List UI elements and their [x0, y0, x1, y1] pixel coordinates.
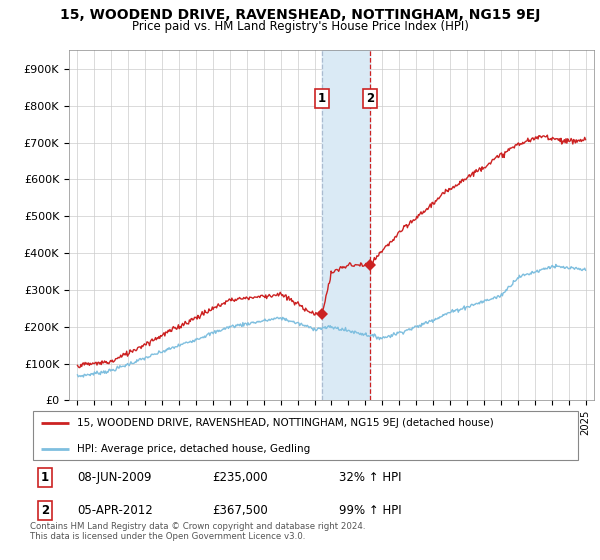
- Text: Contains HM Land Registry data © Crown copyright and database right 2024.: Contains HM Land Registry data © Crown c…: [30, 522, 365, 531]
- Text: 08-JUN-2009: 08-JUN-2009: [77, 471, 151, 484]
- Text: 32% ↑ HPI: 32% ↑ HPI: [339, 471, 401, 484]
- Text: £235,000: £235,000: [212, 471, 268, 484]
- Text: Price paid vs. HM Land Registry's House Price Index (HPI): Price paid vs. HM Land Registry's House …: [131, 20, 469, 32]
- Text: 99% ↑ HPI: 99% ↑ HPI: [339, 504, 402, 517]
- Text: 15, WOODEND DRIVE, RAVENSHEAD, NOTTINGHAM, NG15 9EJ (detached house): 15, WOODEND DRIVE, RAVENSHEAD, NOTTINGHA…: [77, 418, 494, 428]
- Text: This data is licensed under the Open Government Licence v3.0.: This data is licensed under the Open Gov…: [30, 532, 305, 541]
- Bar: [322, 50, 370, 400]
- Text: 05-APR-2012: 05-APR-2012: [77, 504, 152, 517]
- Text: 15, WOODEND DRIVE, RAVENSHEAD, NOTTINGHAM, NG15 9EJ: 15, WOODEND DRIVE, RAVENSHEAD, NOTTINGHA…: [60, 8, 540, 22]
- Text: 2: 2: [366, 92, 374, 105]
- Text: £367,500: £367,500: [212, 504, 268, 517]
- Text: 1: 1: [41, 471, 49, 484]
- Text: HPI: Average price, detached house, Gedling: HPI: Average price, detached house, Gedl…: [77, 444, 310, 454]
- Text: 2: 2: [41, 504, 49, 517]
- Text: 1: 1: [318, 92, 326, 105]
- FancyBboxPatch shape: [33, 411, 578, 460]
